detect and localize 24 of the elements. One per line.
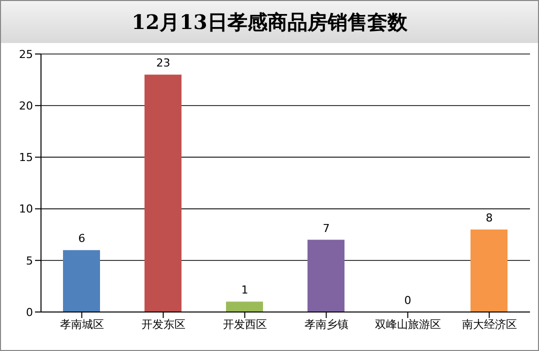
y-tick-label: 5	[26, 254, 33, 268]
y-tick-label: 10	[19, 202, 33, 216]
x-tick-label: 双峰山旅游区	[374, 318, 441, 331]
data-label: 0	[404, 294, 412, 307]
x-tick-label: 南大经济区	[462, 318, 517, 331]
bar	[144, 74, 182, 312]
y-tick-label: 20	[19, 100, 33, 113]
chart-title: 12月13日孝感商品房销售套数	[1, 1, 538, 43]
data-label: 6	[78, 232, 86, 246]
bar	[63, 250, 100, 312]
data-label: 8	[486, 211, 493, 224]
data-label: 7	[322, 222, 330, 235]
y-tick-label: 0	[26, 306, 33, 319]
y-tick-label: 25	[19, 48, 33, 61]
bar	[226, 302, 264, 312]
x-tick-label: 孝南城区	[60, 318, 104, 331]
bar	[308, 240, 345, 312]
data-label: 1	[241, 284, 248, 297]
x-tick-label: 开发西区	[222, 318, 267, 331]
x-tick-label: 开发东区	[141, 318, 186, 331]
x-tick-label: 孝南乡镇	[304, 318, 348, 331]
y-tick-label: 15	[19, 151, 33, 164]
bar	[470, 229, 508, 312]
data-label: 23	[156, 56, 170, 70]
